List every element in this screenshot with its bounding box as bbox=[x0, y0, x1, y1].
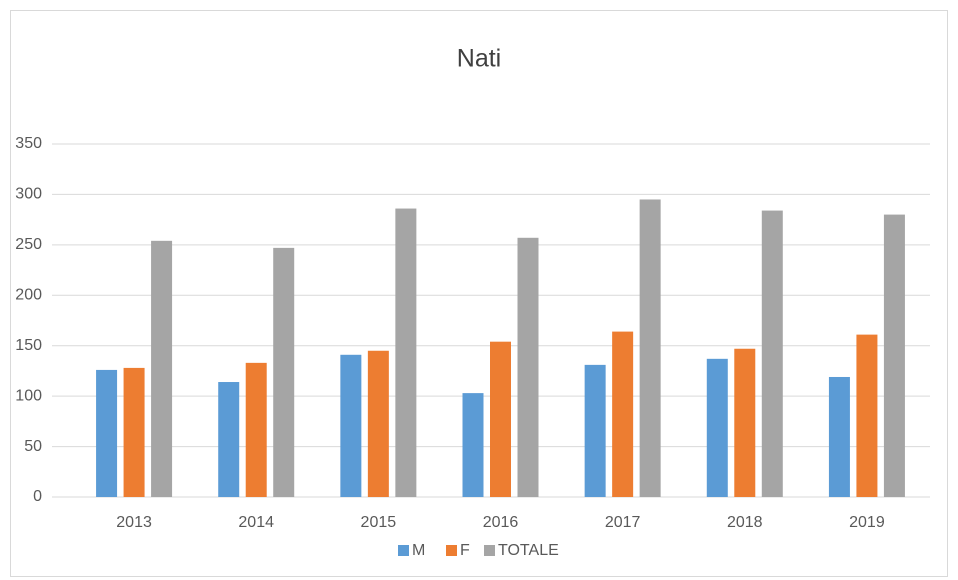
bar bbox=[706, 358, 728, 497]
bar bbox=[218, 382, 240, 497]
bar bbox=[462, 393, 484, 497]
legend-label: F bbox=[460, 542, 470, 559]
bar bbox=[828, 376, 850, 497]
legend-label: M bbox=[412, 542, 425, 559]
x-tick-label: 2019 bbox=[849, 514, 885, 531]
bar bbox=[883, 214, 905, 497]
bar bbox=[584, 364, 606, 497]
x-tick-label: 2015 bbox=[361, 514, 397, 531]
bar bbox=[395, 208, 417, 497]
bar bbox=[490, 341, 511, 497]
x-tick-label: 2017 bbox=[605, 514, 641, 531]
x-tick-label: 2013 bbox=[116, 514, 152, 531]
bar bbox=[856, 334, 878, 497]
y-tick-label: 300 bbox=[15, 186, 42, 203]
y-tick-label: 350 bbox=[15, 135, 42, 152]
bar bbox=[639, 199, 661, 497]
bar bbox=[761, 210, 783, 497]
bar bbox=[734, 348, 756, 497]
bar bbox=[612, 331, 634, 497]
y-tick-label: 0 bbox=[33, 488, 42, 505]
bar bbox=[245, 362, 267, 497]
legend-swatch bbox=[398, 545, 409, 556]
y-tick-label: 150 bbox=[15, 337, 42, 354]
x-tick-label: 2014 bbox=[238, 514, 274, 531]
bar bbox=[340, 354, 362, 497]
bar bbox=[123, 367, 145, 497]
x-tick-label: 2018 bbox=[727, 514, 763, 531]
y-tick-label: 200 bbox=[15, 287, 42, 304]
x-tick-label: 2016 bbox=[483, 514, 519, 531]
y-tick-label: 50 bbox=[24, 438, 42, 455]
legend-swatch bbox=[446, 545, 457, 556]
chart-title: Nati bbox=[457, 45, 501, 73]
bar bbox=[517, 237, 539, 497]
y-tick-label: 100 bbox=[15, 387, 42, 404]
y-tick-label: 250 bbox=[15, 236, 42, 253]
bar bbox=[273, 247, 295, 497]
bar bbox=[367, 350, 389, 497]
legend-swatch bbox=[484, 545, 495, 556]
bar bbox=[151, 240, 173, 497]
legend-label: TOTALE bbox=[498, 542, 559, 559]
bar bbox=[96, 369, 118, 497]
